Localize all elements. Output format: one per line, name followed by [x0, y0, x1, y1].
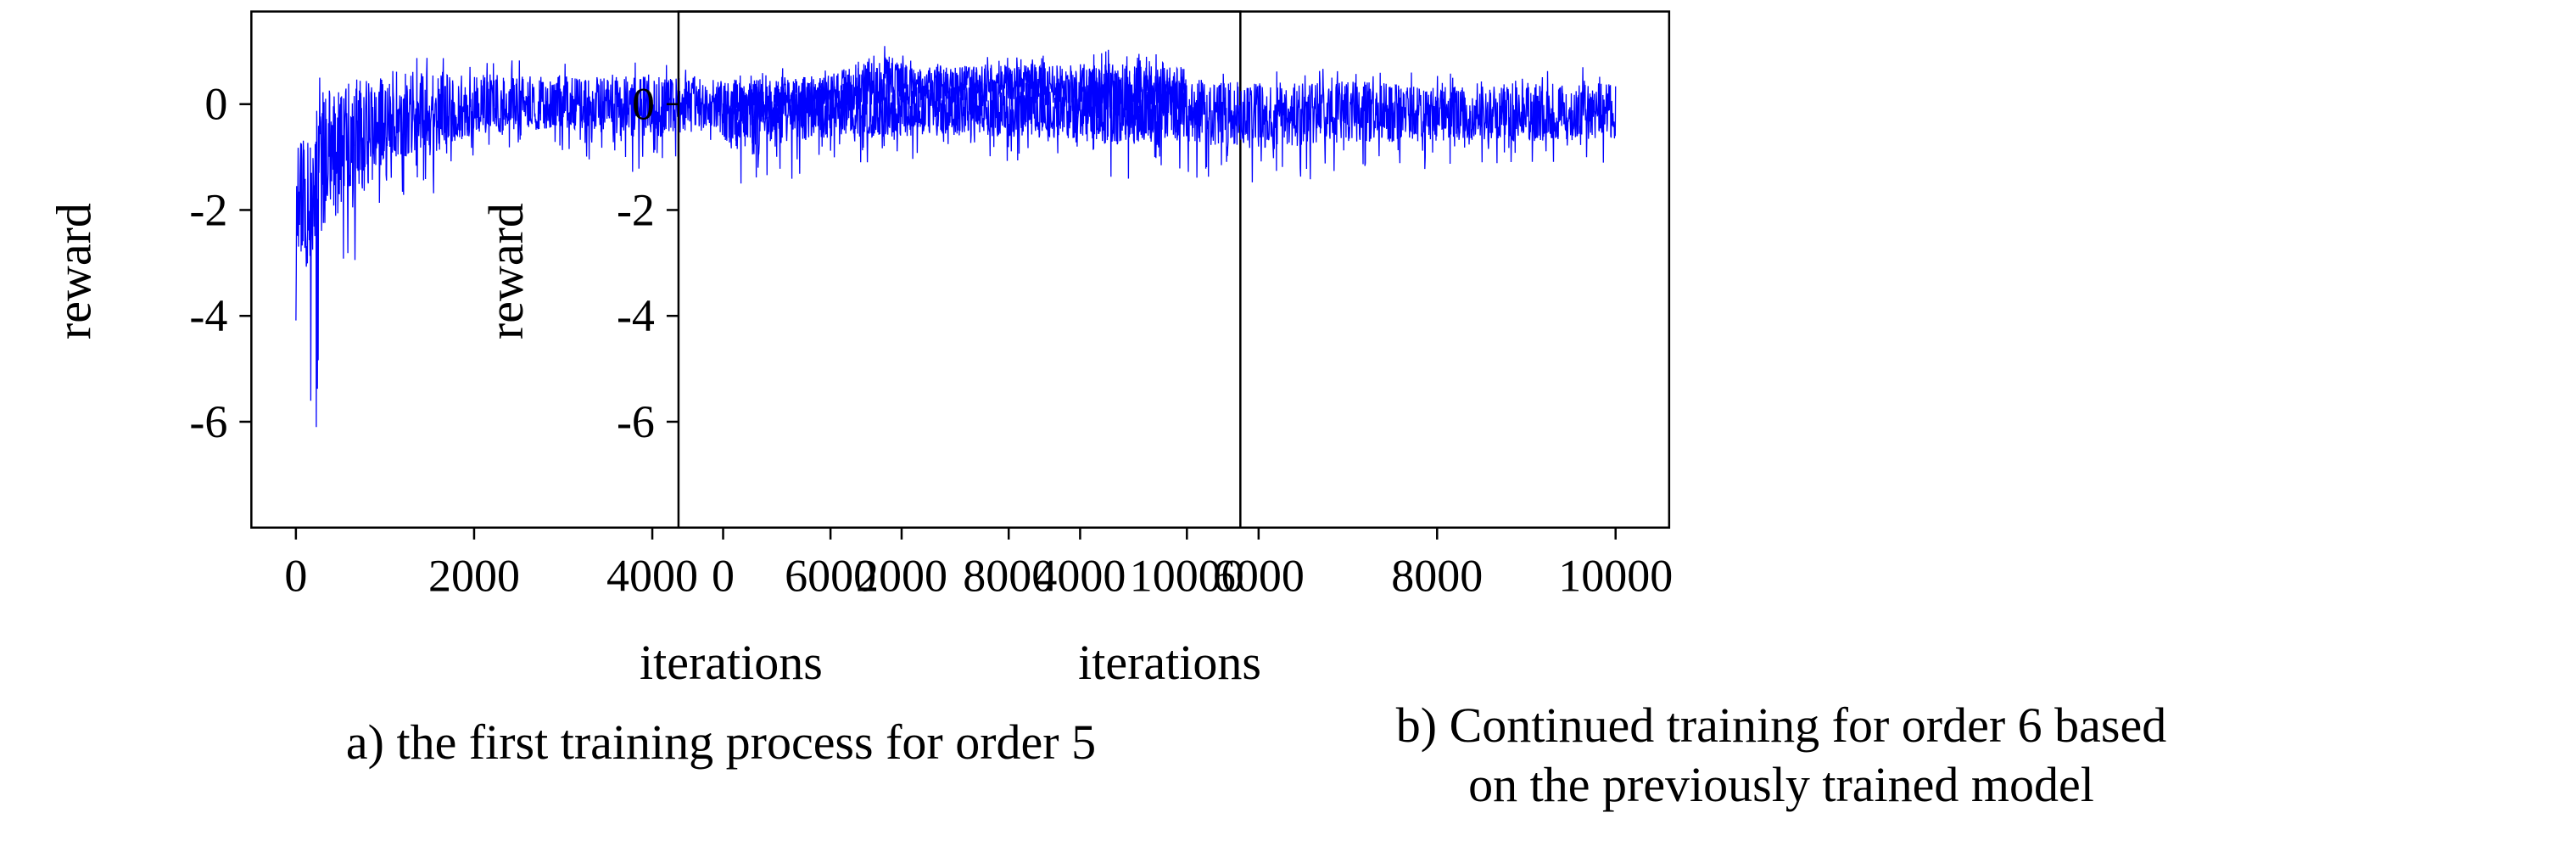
- x-tick-label: 8000: [1391, 551, 1483, 602]
- x-tick-label: 0: [712, 551, 735, 602]
- x-tick-label: 10000: [1130, 551, 1244, 602]
- x-tick-label: 4000: [1034, 551, 1126, 602]
- caption-b: b) Continued training for order 6 based …: [1395, 698, 2167, 812]
- reward-series-line: [722, 49, 1617, 184]
- plot-frame: [677, 10, 1671, 529]
- x-tick-label: 2000: [856, 551, 947, 602]
- x-tick-label: 4000: [606, 551, 698, 602]
- caption-a: a) the first training process for order …: [345, 715, 1097, 770]
- y-tick-label: -6: [617, 396, 655, 447]
- y-axis-label: reward: [47, 203, 102, 339]
- x-tick-label: 0: [284, 551, 307, 602]
- x-tick-label: 10000: [1558, 551, 1673, 602]
- y-tick-label: -2: [189, 184, 227, 235]
- x-axis-label: iterations: [640, 635, 823, 690]
- chart-b-svg: 0 -2 -4 -6 0 2000 4000 6000 8000 10000 iterations r…: [478, 10, 1673, 690]
- y-axis-label: reward: [478, 203, 534, 339]
- chart-a-svg: 0 -2 -4 -6 0 2000 4000 6000 8000 10000 iterations r…: [47, 10, 1244, 690]
- y-tick-label: 0: [204, 79, 227, 130]
- y-tick-label: -6: [189, 396, 227, 447]
- x-tick-label: 6000: [1213, 551, 1305, 602]
- y-tick-label: -4: [617, 290, 655, 341]
- y-tick-label: 0: [632, 79, 655, 130]
- chart-panel-a: 0 -2 -4 -6 0 2000 4000 6000 8000 10000 iterations r…: [0, 0, 1272, 852]
- x-tick-label: 6000: [785, 551, 876, 602]
- x-axis-label: iterations: [1078, 635, 1261, 690]
- x-tick-label: 8000: [963, 551, 1054, 602]
- y-tick-label: -4: [189, 290, 227, 341]
- chart-panel-b: 0 -2 -4 -6 0 2000 4000 6000 8000 10000 iterations r…: [478, 0, 2576, 852]
- x-tick-label: 2000: [428, 551, 520, 602]
- y-tick-label: -2: [617, 184, 655, 235]
